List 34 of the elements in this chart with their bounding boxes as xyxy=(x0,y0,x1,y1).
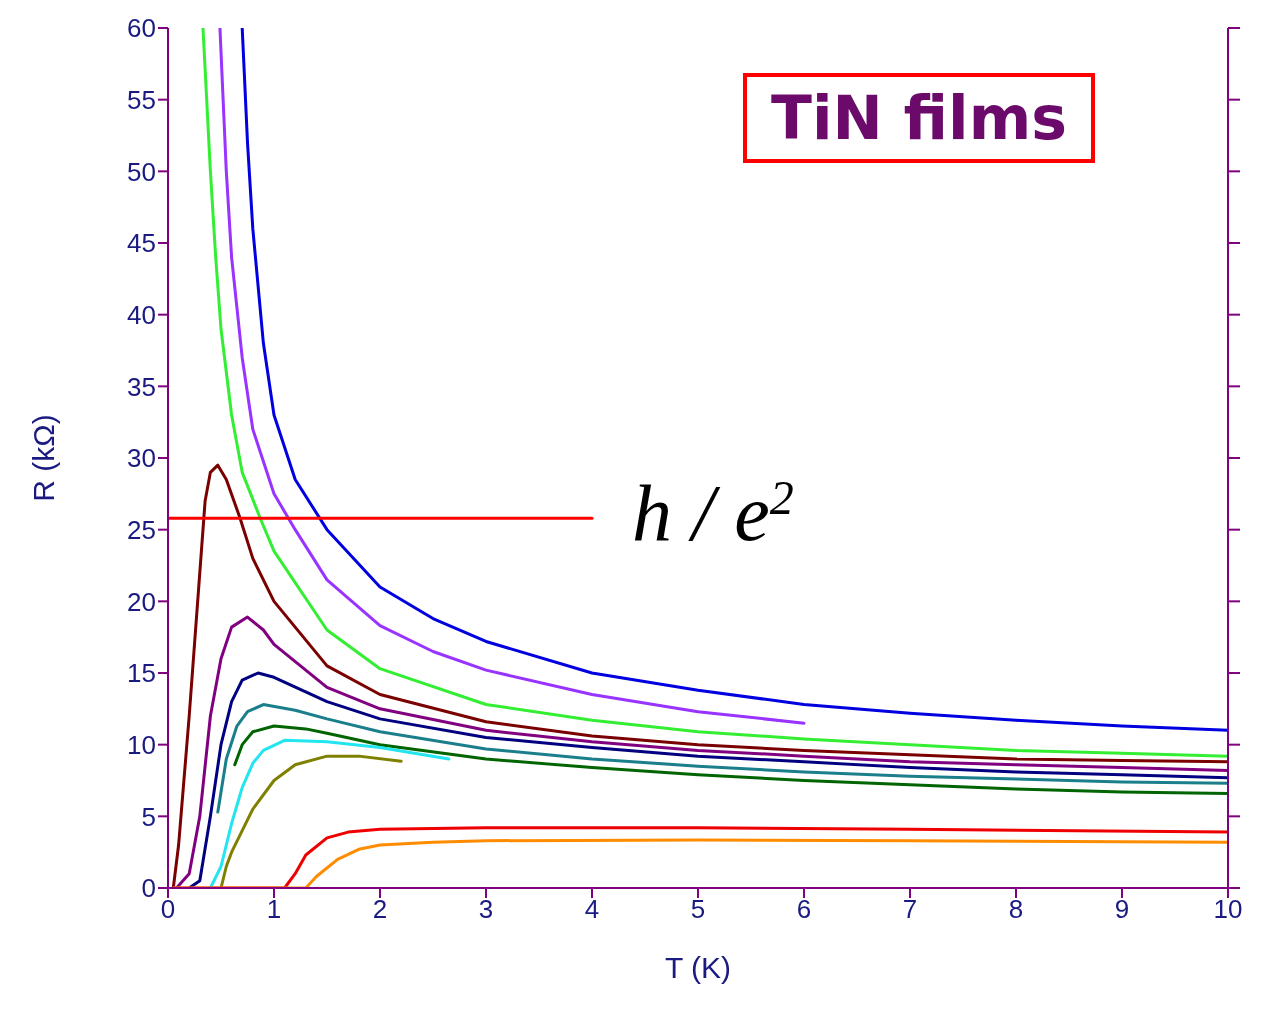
y-axis-title: R (kΩ) xyxy=(26,414,60,502)
x-tick-label: 2 xyxy=(372,894,388,925)
y-tick-label: 0 xyxy=(141,873,156,904)
x-tick-label: 6 xyxy=(796,894,812,925)
y-tick-label: 20 xyxy=(127,586,156,617)
annotation: h / e$^{2}$ xyxy=(632,469,794,558)
x-axis-title: T (K) xyxy=(664,951,732,984)
text: TiN films xyxy=(743,73,1095,163)
y-tick-label: 30 xyxy=(127,443,156,474)
y-tick-label: 40 xyxy=(127,299,156,330)
y-tick-label: 60 xyxy=(127,13,156,44)
y-tick-label: 45 xyxy=(127,228,156,259)
line-series xyxy=(219,754,403,888)
x-tick-label: 10 xyxy=(1213,894,1243,925)
y-tick-label: 15 xyxy=(127,658,156,689)
y-tick-label: 35 xyxy=(127,371,156,402)
y-tick-label: 55 xyxy=(127,84,156,115)
y-tick-label: 5 xyxy=(141,801,156,832)
y-tick-label: 50 xyxy=(127,156,156,187)
line-series xyxy=(208,738,451,888)
y-tick-label: 25 xyxy=(127,514,156,545)
x-tick-label: 1 xyxy=(266,894,282,925)
x-tick-label: 0 xyxy=(160,894,176,925)
x-tick-label: 5 xyxy=(690,894,706,925)
x-tick-label: 8 xyxy=(1008,894,1024,925)
y-tick-label: 10 xyxy=(127,729,156,760)
x-tick-label: 9 xyxy=(1114,894,1130,925)
line-series xyxy=(187,671,1228,888)
line-series xyxy=(216,703,1228,814)
x-tick-label: 7 xyxy=(902,894,918,925)
x-tick-label: 3 xyxy=(478,894,494,925)
line-series xyxy=(233,724,1228,795)
line-series xyxy=(171,463,1228,888)
x-tick-label: 4 xyxy=(584,894,600,925)
